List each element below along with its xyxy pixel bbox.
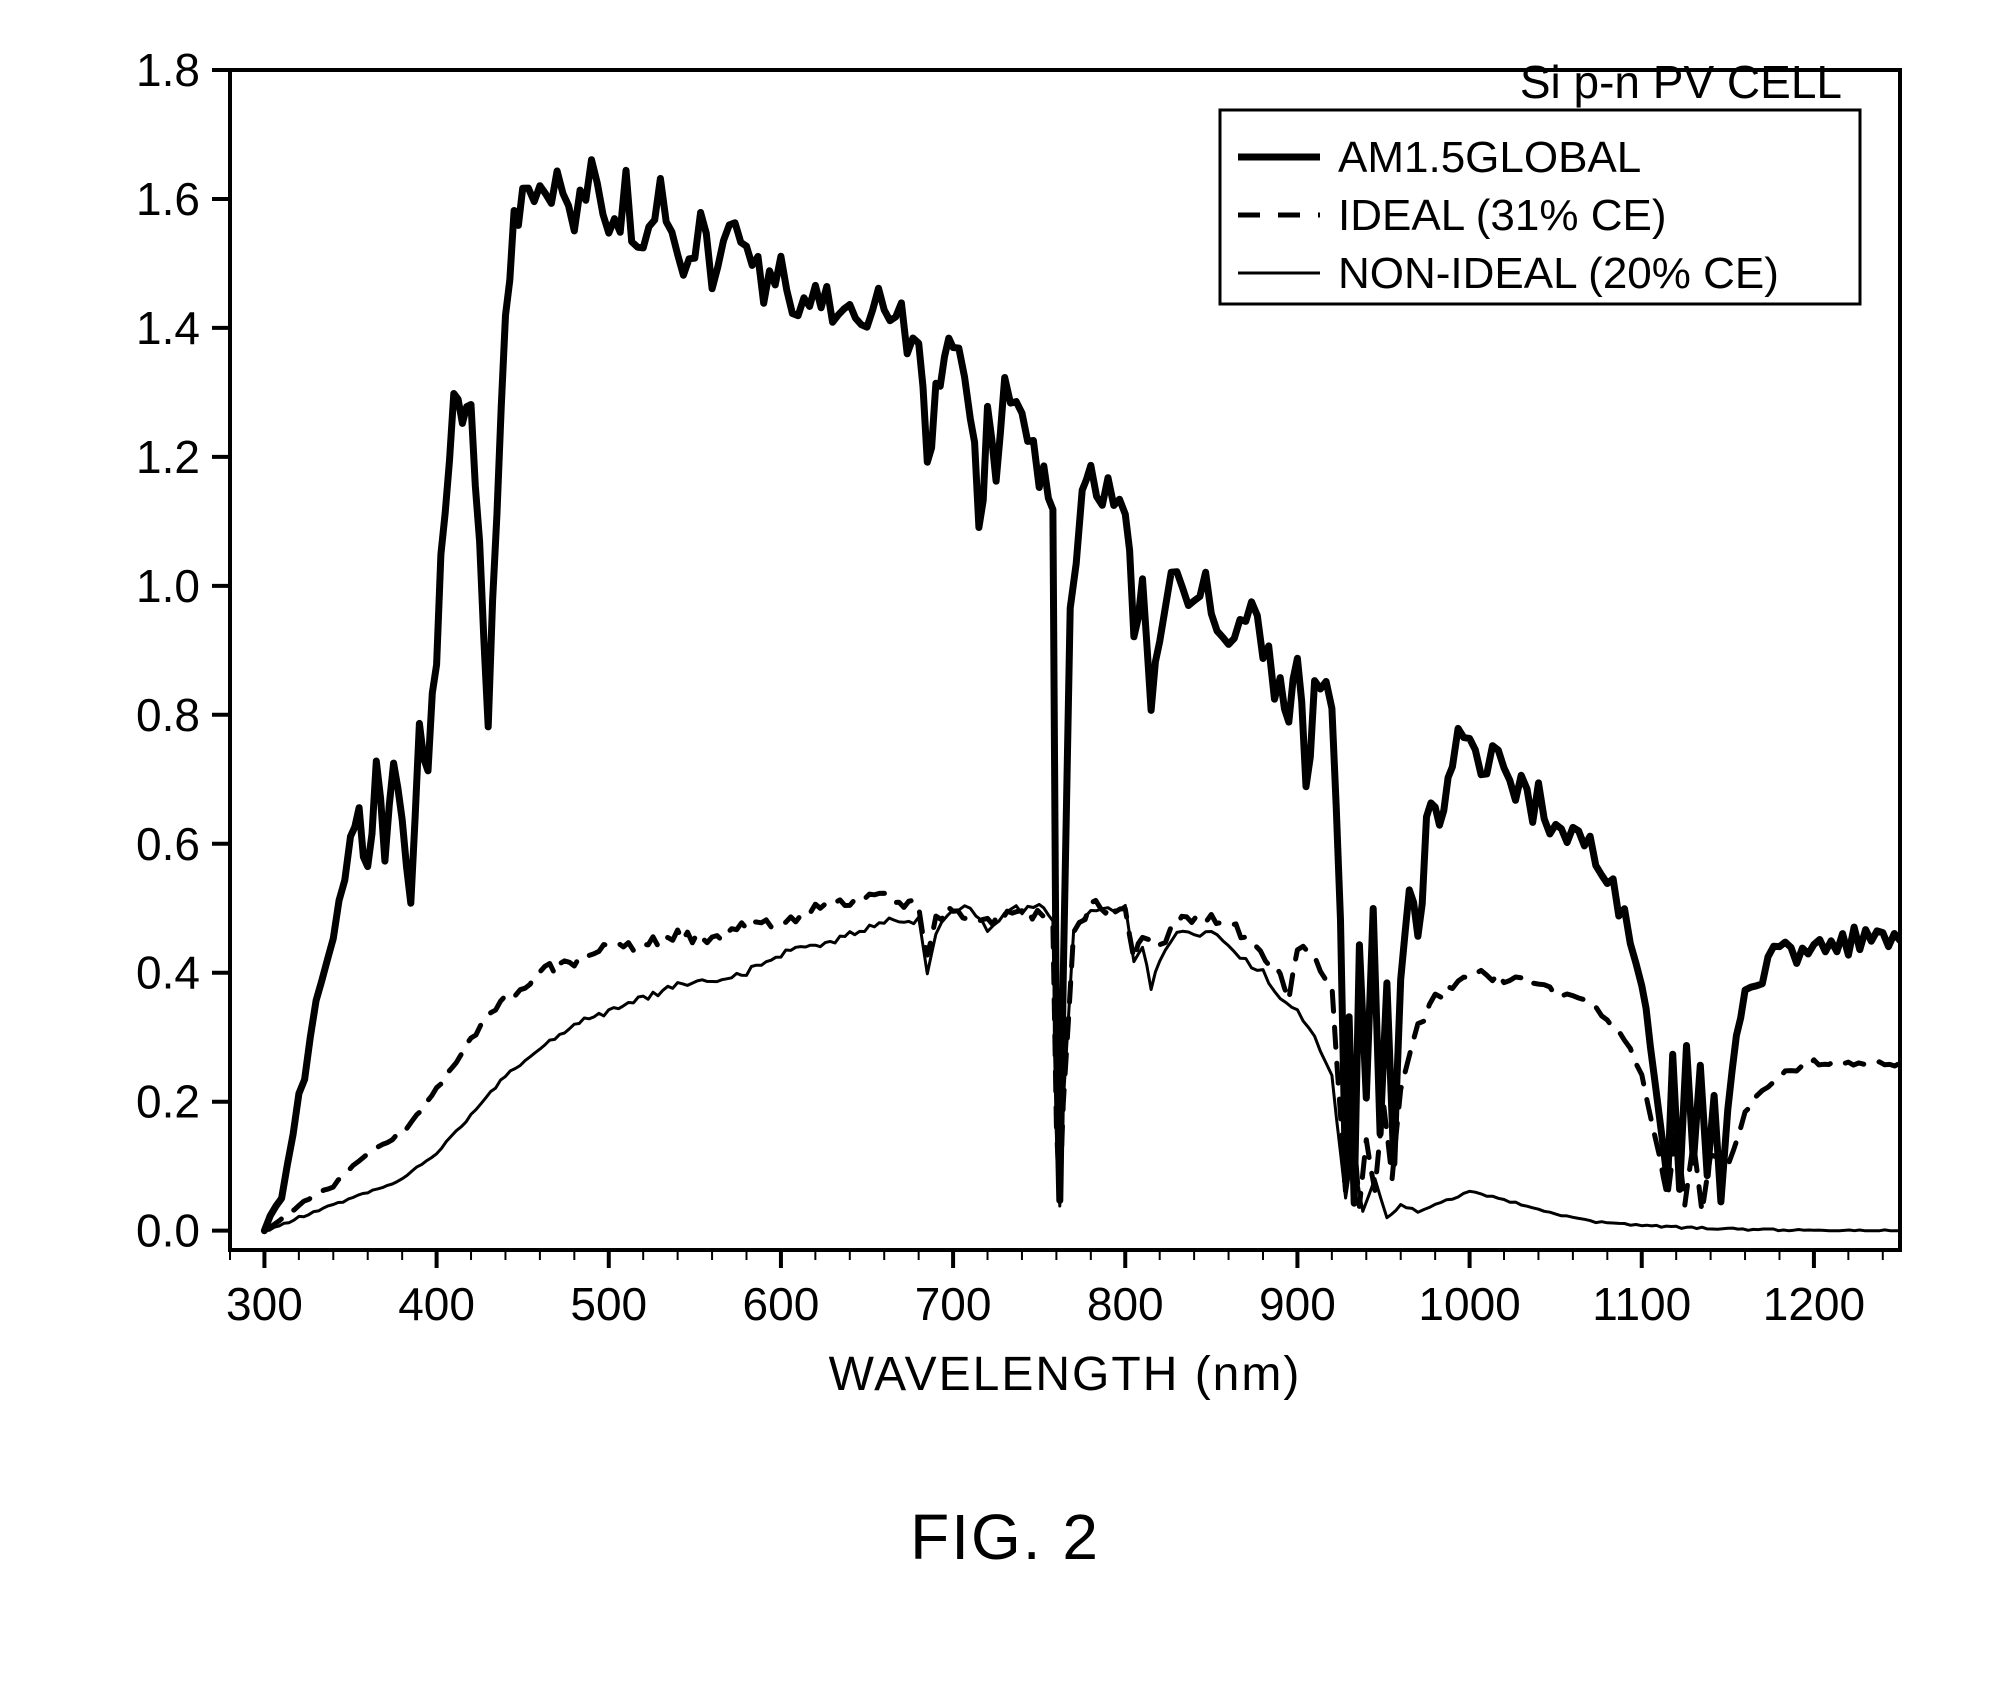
svg-text:1.0: 1.0 — [136, 560, 200, 612]
svg-text:WAVELENGTH (nm): WAVELENGTH (nm) — [829, 1348, 1302, 1401]
svg-text:1.8: 1.8 — [136, 44, 200, 96]
svg-text:1200: 1200 — [1763, 1278, 1865, 1330]
svg-text:0.6: 0.6 — [136, 818, 200, 870]
svg-text:0.0: 0.0 — [136, 1205, 200, 1257]
svg-text:AM1.5GLOBAL: AM1.5GLOBAL — [1338, 133, 1641, 182]
svg-text:0.4: 0.4 — [136, 947, 200, 999]
svg-text:0.2: 0.2 — [136, 1076, 200, 1128]
svg-text:300: 300 — [226, 1278, 303, 1330]
svg-text:0.8: 0.8 — [136, 689, 200, 741]
svg-text:1.6: 1.6 — [136, 173, 200, 225]
svg-text:500: 500 — [570, 1278, 647, 1330]
spectrum-chart: 300 400 500 600 700 800 900 1000 1100 1200 0.0 0.2 0… — [60, 40, 1940, 1420]
svg-text:1.2: 1.2 — [136, 431, 200, 483]
svg-text:Si p-n PV CELL: Si p-n PV CELL — [1520, 56, 1842, 108]
svg-text:400: 400 — [398, 1278, 475, 1330]
svg-text:1000: 1000 — [1418, 1278, 1520, 1330]
svg-text:700: 700 — [915, 1278, 992, 1330]
svg-text:1100: 1100 — [1592, 1278, 1691, 1330]
svg-text:1.4: 1.4 — [136, 302, 200, 354]
chart-svg: 300 400 500 600 700 800 900 1000 1100 1200 0.0 0.2 0… — [60, 40, 1940, 1420]
svg-text:900: 900 — [1259, 1278, 1336, 1330]
svg-text:NON-IDEAL (20% CE): NON-IDEAL (20% CE) — [1338, 249, 1779, 298]
svg-text:800: 800 — [1087, 1278, 1164, 1330]
svg-text:600: 600 — [743, 1278, 820, 1330]
svg-text:IDEAL (31% CE): IDEAL (31% CE) — [1338, 191, 1666, 240]
figure-caption: FIG. 2 — [0, 1500, 2010, 1574]
